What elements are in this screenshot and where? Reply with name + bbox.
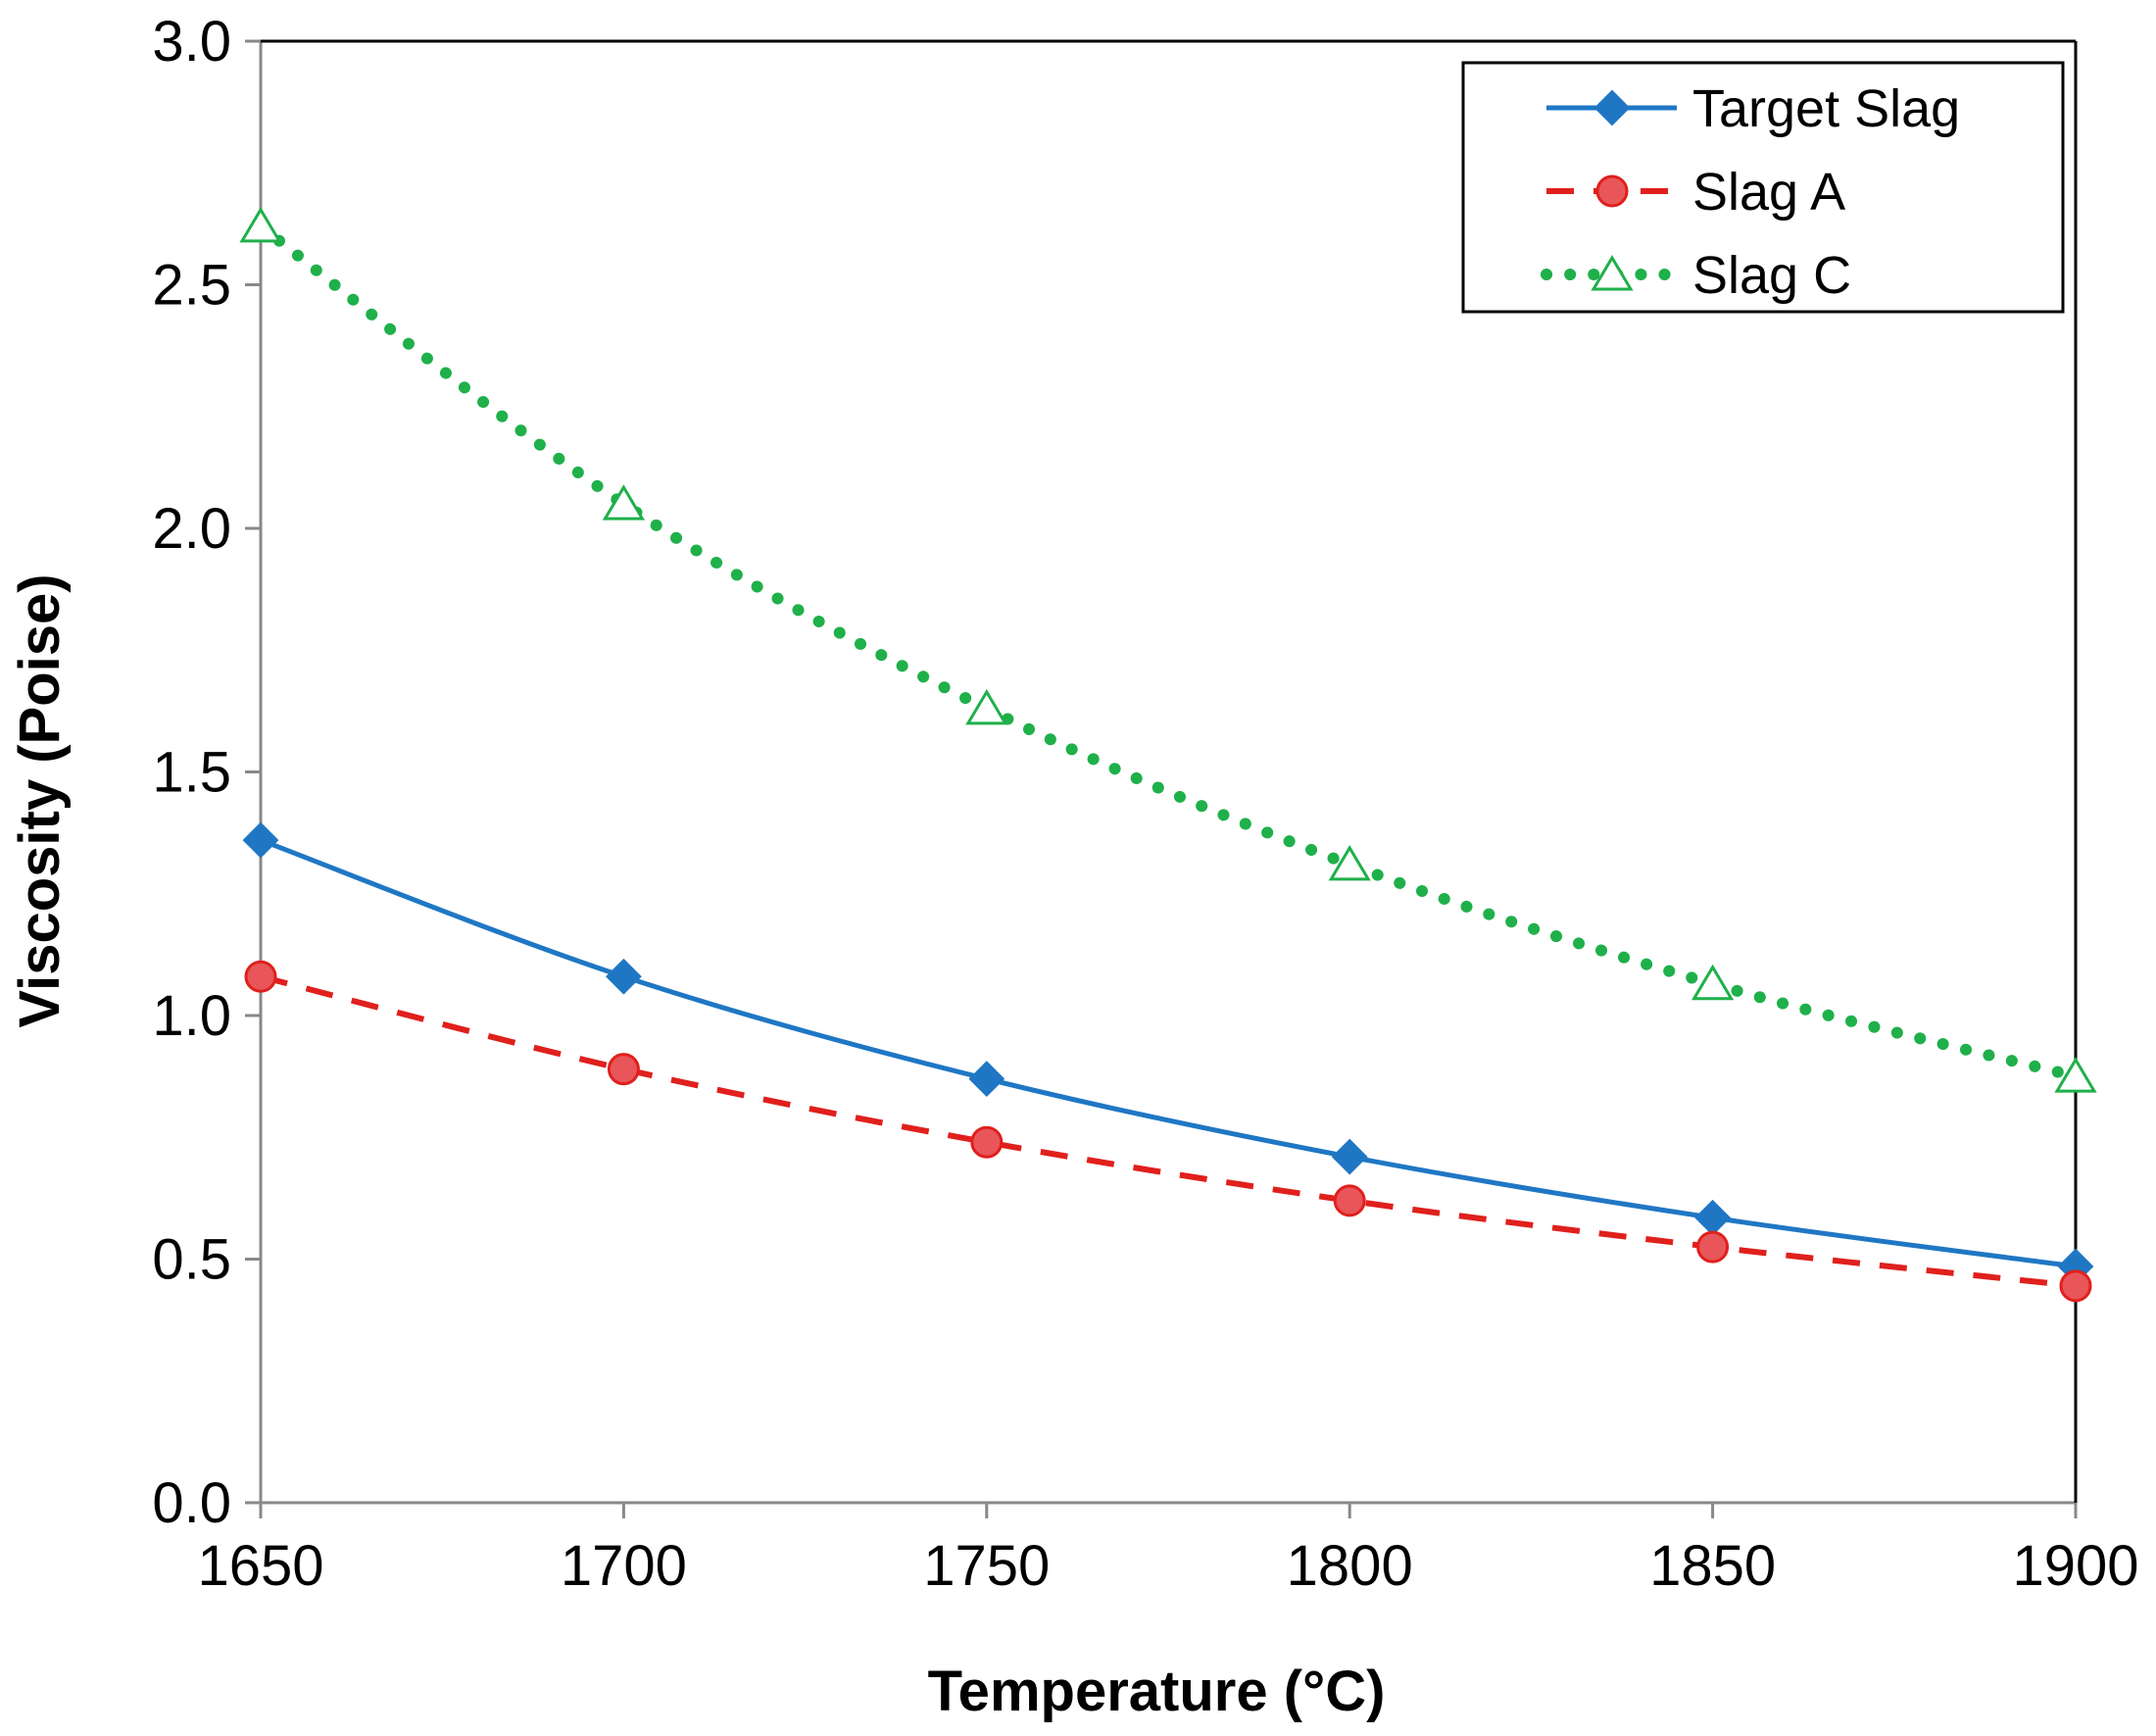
slag-a-point [244,960,277,993]
x-tick-label: 1900 [2012,1534,2138,1598]
series-layer [239,206,2097,1303]
y-tick-label: 2.0 [152,497,231,561]
x-tick-label: 1750 [923,1534,1050,1598]
legend-marker-target-slag [1593,89,1631,126]
target-slag-point [1694,1199,1732,1236]
legend-marker-slag-c [1591,255,1634,291]
y-tick-label: 2.5 [152,254,231,318]
slag-a-point [2059,1269,2092,1303]
x-tick-label: 1800 [1287,1534,1413,1598]
slag-c-point [602,484,646,521]
legend-box [1461,61,2065,314]
slag-a-point [1333,1184,1366,1217]
slag-c-point [1328,844,1371,881]
axes: 0.0 0.5 1.0 1.5 2.0 2.5 3.0 1650 1700 1750 1800 185… [152,10,2138,1598]
target-slag-point [242,821,279,859]
legend-label-slag-a: Slag A [1692,163,1845,222]
legend-marker-slag-a [1595,174,1629,208]
slag-c-point [2054,1057,2097,1093]
series-slag-c [239,206,2097,1093]
target-slag-point [1331,1138,1368,1175]
y-tick-label: 0.0 [152,1471,231,1535]
slag-c-point [1690,964,1735,1001]
slag-c-line [255,220,2082,1083]
slag-a-line [260,973,2077,1289]
slag-c-point [965,688,1008,725]
y-axis-label: Viscosity (Poise) [8,573,72,1027]
x-tick-label: 1700 [561,1534,687,1598]
series-slag-a [244,960,2092,1303]
target-slag-line [260,837,2077,1269]
slag-a-point [970,1125,1004,1159]
target-slag-point [968,1061,1005,1098]
x-tick-label: 1650 [197,1534,323,1598]
legend-label-slag-c: Slag C [1692,246,1851,305]
slag-c-point [239,206,282,243]
x-axis-label: Temperature (°C) [928,1660,1386,1723]
legend-label-target-slag: Target Slag [1692,79,1960,138]
slag-a-point [1696,1230,1730,1264]
legend: Target Slag Slag A Slag C [1461,61,2065,314]
y-tick-label: 1.0 [152,984,231,1048]
y-tick-label: 0.5 [152,1228,231,1292]
y-tick-label: 3.0 [152,10,231,74]
x-tick-label: 1850 [1649,1534,1776,1598]
series-target-slag [242,821,2094,1285]
slag-a-point [607,1053,640,1086]
target-slag-point [605,958,642,995]
y-tick-label: 1.5 [152,741,231,805]
